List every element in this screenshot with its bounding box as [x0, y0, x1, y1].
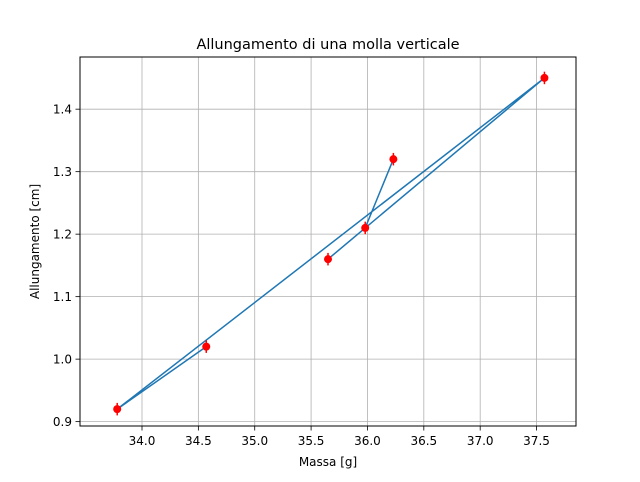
x-tick-label: 37.0 [467, 434, 494, 448]
y-tick-label: 1.1 [53, 290, 72, 304]
data-point [324, 255, 332, 264]
y-axis-label: Allungamento [cm] [28, 184, 42, 299]
x-axis-label: Massa [g] [299, 455, 357, 469]
x-tick-label: 34.0 [129, 434, 156, 448]
series-layer [113, 71, 549, 416]
data-point [113, 405, 122, 414]
data-point [202, 342, 211, 351]
x-tick-label: 34.5 [185, 434, 212, 448]
x-tick-label: 35.0 [241, 434, 268, 448]
y-axis-ticks: 0.9 1.0 1.1 1.2 1.3 1.4 [53, 102, 80, 429]
x-tick-label: 36.0 [354, 434, 381, 448]
y-tick-label: 1.3 [53, 165, 72, 179]
grid [80, 57, 576, 426]
y-tick-label: 1.0 [53, 352, 72, 366]
data-point [389, 155, 398, 164]
x-tick-label: 35.5 [298, 434, 325, 448]
x-axis-ticks: 34.0 34.5 35.0 35.5 36.0 36.5 37.0 37.5 [129, 426, 550, 448]
x-tick-label: 37.5 [523, 434, 550, 448]
plot-frame [79, 56, 577, 427]
data-point [540, 73, 549, 82]
data-point [361, 223, 370, 232]
x-tick-label: 36.5 [410, 434, 437, 448]
series-line [116, 77, 546, 410]
chart-title: Allungamento di una molla verticale [196, 37, 459, 53]
y-tick-label: 1.2 [53, 227, 72, 241]
y-tick-label: 1.4 [53, 102, 72, 116]
y-tick-label: 0.9 [53, 415, 72, 429]
